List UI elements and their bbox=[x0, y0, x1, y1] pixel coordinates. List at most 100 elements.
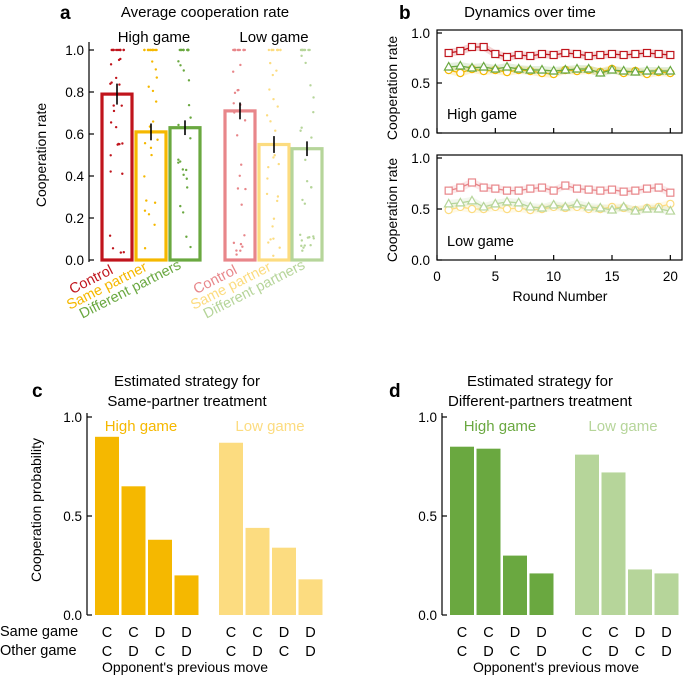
raw-data-dot bbox=[119, 57, 122, 61]
raw-data-dot bbox=[147, 85, 150, 88]
category-label-same: D bbox=[279, 625, 289, 641]
category-label-same: C bbox=[128, 625, 138, 641]
marker-square bbox=[526, 184, 535, 193]
raw-data-dot bbox=[187, 79, 191, 82]
raw-data-dot bbox=[177, 161, 180, 164]
marker-triangle bbox=[560, 64, 571, 74]
raw-data-dot bbox=[121, 172, 124, 175]
ytick-label: 0.6 bbox=[65, 127, 84, 142]
marker-square bbox=[596, 50, 605, 60]
raw-data-dot bbox=[189, 137, 192, 140]
panel-b-top-sublabel: High game bbox=[447, 107, 517, 123]
raw-data-dot bbox=[189, 245, 192, 249]
marker-triangle bbox=[606, 204, 618, 214]
category-label-same: D bbox=[305, 625, 315, 641]
ytick-label: 0.0 bbox=[418, 608, 437, 623]
raw-data-dot bbox=[233, 91, 237, 95]
raw-data-dot bbox=[114, 76, 118, 80]
bar-low-game-different-partners bbox=[290, 147, 324, 262]
marker-triangle bbox=[548, 65, 559, 75]
marker-triangle bbox=[443, 61, 454, 71]
raw-data-dot bbox=[268, 88, 271, 91]
ytick-label: 0.0 bbox=[65, 253, 84, 268]
raw-data-dot bbox=[300, 126, 303, 129]
panel-c-group-high: High game bbox=[105, 418, 178, 435]
raw-data-dot bbox=[185, 235, 188, 238]
raw-data-dot bbox=[312, 237, 315, 240]
raw-data-dot bbox=[244, 187, 247, 191]
raw-data-dot bbox=[239, 242, 243, 246]
raw-data-dot bbox=[109, 170, 112, 173]
category-label-same: D bbox=[536, 625, 546, 641]
raw-data-dot bbox=[122, 48, 126, 52]
marker-square bbox=[584, 185, 593, 194]
category-label-other: D bbox=[181, 644, 191, 660]
marker-square bbox=[467, 178, 477, 187]
marker-triangle bbox=[653, 203, 664, 213]
raw-data-dot bbox=[267, 241, 270, 244]
marker-triangle bbox=[513, 197, 524, 207]
raw-data-dot bbox=[155, 48, 158, 52]
marker-triangle bbox=[478, 61, 489, 71]
marker-triangle bbox=[630, 205, 641, 215]
marker-square bbox=[467, 42, 477, 52]
raw-data-dot bbox=[181, 168, 185, 171]
marker-triangle bbox=[525, 64, 536, 74]
raw-data-dot bbox=[177, 158, 180, 161]
raw-data-dot bbox=[300, 54, 303, 58]
marker-triangle bbox=[618, 65, 629, 75]
marker-triangle bbox=[466, 62, 478, 72]
raw-data-dot bbox=[272, 48, 275, 52]
raw-data-dot bbox=[177, 60, 180, 63]
bar-high-game-CD bbox=[476, 448, 501, 615]
raw-data-dot bbox=[232, 241, 236, 245]
raw-data-dot bbox=[117, 142, 120, 146]
bar-high-game-DC bbox=[148, 539, 172, 615]
marker-triangle bbox=[560, 201, 571, 211]
category-label-same: C bbox=[608, 625, 618, 641]
marker-circle bbox=[502, 204, 512, 214]
bar-high-game-CC bbox=[450, 446, 474, 615]
marker-square bbox=[654, 183, 663, 192]
raw-data-dot bbox=[186, 186, 189, 189]
panel-b-ylabel-bottom: Cooperation rate bbox=[384, 158, 400, 263]
ytick-label: 0.5 bbox=[418, 509, 437, 524]
raw-data-dot bbox=[154, 68, 158, 71]
raw-data-dot bbox=[155, 76, 159, 79]
bar-low-game-DD bbox=[298, 579, 323, 615]
panel-b-series bbox=[443, 42, 676, 216]
panel-c-xlabel: Opponent's previous move bbox=[102, 659, 268, 675]
raw-data-dot bbox=[240, 163, 243, 166]
xtick-label: 20 bbox=[663, 269, 678, 284]
raw-data-dot bbox=[119, 251, 123, 254]
marker-square bbox=[607, 185, 617, 194]
marker-square bbox=[666, 188, 675, 197]
raw-data-dot bbox=[182, 69, 185, 72]
raw-data-dot bbox=[189, 116, 192, 119]
ytick-label: 0.2 bbox=[65, 211, 84, 226]
panel-a: a Average cooperation rate High game Low… bbox=[33, 3, 324, 322]
marker-square bbox=[561, 181, 570, 190]
category-label-other: D bbox=[128, 644, 138, 660]
raw-data-dot bbox=[151, 89, 155, 93]
raw-data-dot bbox=[187, 103, 191, 107]
raw-data-dot bbox=[235, 249, 238, 252]
raw-data-dot bbox=[151, 60, 154, 63]
raw-data-dot bbox=[278, 246, 281, 249]
bar-high-game-CC bbox=[95, 436, 119, 615]
raw-data-dot bbox=[271, 225, 274, 228]
marker-triangle bbox=[455, 197, 466, 207]
bar-low-game-control bbox=[223, 109, 257, 262]
raw-data-dot bbox=[236, 187, 240, 190]
panel-a-label: a bbox=[60, 3, 71, 24]
marker-triangle bbox=[501, 196, 513, 206]
category-label-same: D bbox=[661, 625, 671, 641]
marker-square bbox=[619, 187, 628, 196]
marker-square bbox=[526, 51, 535, 61]
marker-triangle bbox=[583, 201, 594, 211]
raw-data-dot bbox=[312, 110, 315, 114]
category-label-other: D bbox=[305, 644, 315, 660]
category-label-other: D bbox=[661, 644, 671, 660]
bar-low-game-CD bbox=[601, 472, 626, 615]
